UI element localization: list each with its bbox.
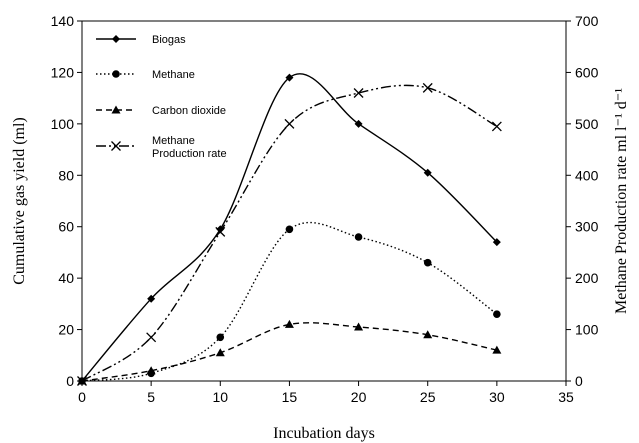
carbon-dioxide-point <box>215 348 225 357</box>
right-y-tick-label: 200 <box>575 270 599 286</box>
right-y-tick-label: 100 <box>575 322 599 338</box>
legend-label: Production rate <box>152 148 227 160</box>
methane-point <box>285 225 294 234</box>
legend-item-biogas: Biogas <box>96 34 186 46</box>
left-y-tick-label: 20 <box>58 322 74 338</box>
carbon-dioxide-point <box>146 366 156 375</box>
methane-production-rate-point <box>353 88 364 98</box>
left-y-tick-label: 140 <box>51 13 75 29</box>
carbon-dioxide-point <box>354 322 364 331</box>
carbon-dioxide-point <box>284 319 294 328</box>
methane-production-rate-point <box>215 226 226 237</box>
x-axis-title: Incubation days <box>273 425 375 442</box>
left-y-tick-label: 100 <box>51 116 75 132</box>
methane-line <box>81 221 498 382</box>
biogas-point <box>285 73 294 82</box>
right-y-tick-label: 400 <box>575 167 599 183</box>
right-y-tick-label: 0 <box>575 373 583 389</box>
series-methane <box>78 221 501 385</box>
right-y-axis-ticks: 0 100 200 300 400 500 600 700 <box>566 13 599 389</box>
x-tick-label: 20 <box>351 389 367 405</box>
x-tick-label: 10 <box>212 389 228 405</box>
left-y-tick-label: 40 <box>58 270 74 286</box>
left-y-tick-label: 0 <box>66 373 74 389</box>
methane-production-rate-point <box>146 332 157 343</box>
legend-item-carbon-dioxide: Carbon dioxide <box>96 105 226 117</box>
series-layer <box>77 73 502 386</box>
left-y-tick-label: 80 <box>58 167 74 183</box>
x-tick-label: 35 <box>558 389 574 405</box>
right-y-tick-label: 300 <box>575 219 599 235</box>
legend-swatch-marker <box>112 35 120 43</box>
legend-label: Carbon dioxide <box>152 105 226 117</box>
methane-point <box>216 333 225 342</box>
carbon-dioxide-point <box>423 330 433 339</box>
biogas-point <box>423 168 432 177</box>
legend-label: Methane <box>152 69 195 81</box>
methane-point <box>493 310 501 318</box>
legend-swatch-marker <box>111 105 121 114</box>
right-y-tick-label: 600 <box>575 64 599 80</box>
methane-point <box>354 233 363 241</box>
methane-production-rate-point <box>284 118 295 129</box>
methane-production-rate-point <box>77 376 87 386</box>
legend-label: Methane <box>152 135 195 147</box>
series-carbon-dioxide <box>77 319 502 385</box>
legend-label: Biogas <box>152 34 186 46</box>
legend-item-methane: Methane <box>96 69 195 81</box>
legend-swatch-marker <box>112 70 120 78</box>
series-methane-production-rate <box>77 82 502 386</box>
x-tick-label: 15 <box>282 389 298 405</box>
x-tick-label: 0 <box>78 389 86 405</box>
methane-production-rate-point <box>422 82 433 93</box>
x-tick-label: 25 <box>420 389 436 405</box>
biogas-point <box>492 238 501 247</box>
legend-swatch-marker <box>111 141 121 151</box>
biogas-point <box>147 294 156 303</box>
x-axis-ticks: 0 5 10 15 20 25 30 35 <box>78 381 574 405</box>
x-tick-label: 30 <box>489 389 505 405</box>
carbon-dioxide-line <box>81 322 498 382</box>
biogas-point <box>354 119 363 128</box>
x-tick-label: 5 <box>147 389 155 405</box>
methane-production-rate-point <box>491 121 502 132</box>
biogas-point <box>216 225 225 234</box>
right-y-tick-label: 700 <box>575 13 599 29</box>
left-y-axis-ticks: 0 20 40 60 80 100 120 140 <box>51 13 82 389</box>
carbon-dioxide-point <box>492 345 502 354</box>
right-y-axis-title: Methane Production rate ml l⁻¹ d⁻¹ <box>613 88 630 314</box>
series-biogas <box>78 73 501 385</box>
plot-area-border <box>81 20 567 382</box>
methane-point <box>423 258 432 267</box>
left-y-axis-title: Cumulative gas yield (ml) <box>11 117 28 285</box>
left-y-tick-label: 60 <box>58 219 74 235</box>
plot-frame <box>81 20 567 382</box>
right-y-tick-label: 500 <box>575 116 599 132</box>
left-y-tick-label: 120 <box>51 64 75 80</box>
